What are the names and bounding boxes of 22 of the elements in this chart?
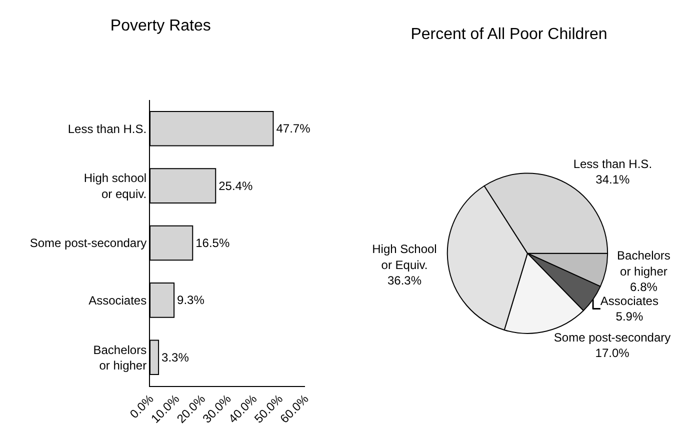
data-label: 6.8% (630, 280, 658, 294)
slice-label: Some post-secondary (554, 330, 671, 344)
data-label: 9.3% (177, 293, 205, 308)
data-label: 5.9% (616, 309, 644, 324)
data-label: 36.3% (387, 273, 422, 288)
slice-label: Associates (600, 294, 658, 308)
y-tick-label: High school or equiv. (84, 171, 147, 201)
chart-title: Poverty Rates (110, 17, 211, 34)
data-label: 3.3% (162, 350, 190, 364)
data-label: 16.5% (196, 236, 230, 250)
data-label: 34.1% (596, 172, 630, 186)
y-tick-label: Associates (88, 293, 147, 308)
y-tick-label: Less than H.S. (68, 122, 147, 136)
slice-label: Bachelors or higher (617, 248, 670, 278)
y-tick-label: Bachelors or higher (93, 342, 147, 372)
slice-label: High School or Equiv. (372, 242, 437, 272)
data-label: 25.4% (218, 178, 253, 193)
chart-title: Percent of All Poor Children (410, 26, 608, 44)
y-tick-label: Some post-secondary (30, 236, 147, 250)
data-label: 17.0% (595, 346, 630, 360)
slice-label: Less than H.S. (573, 156, 652, 171)
data-label: 47.7% (276, 122, 311, 136)
